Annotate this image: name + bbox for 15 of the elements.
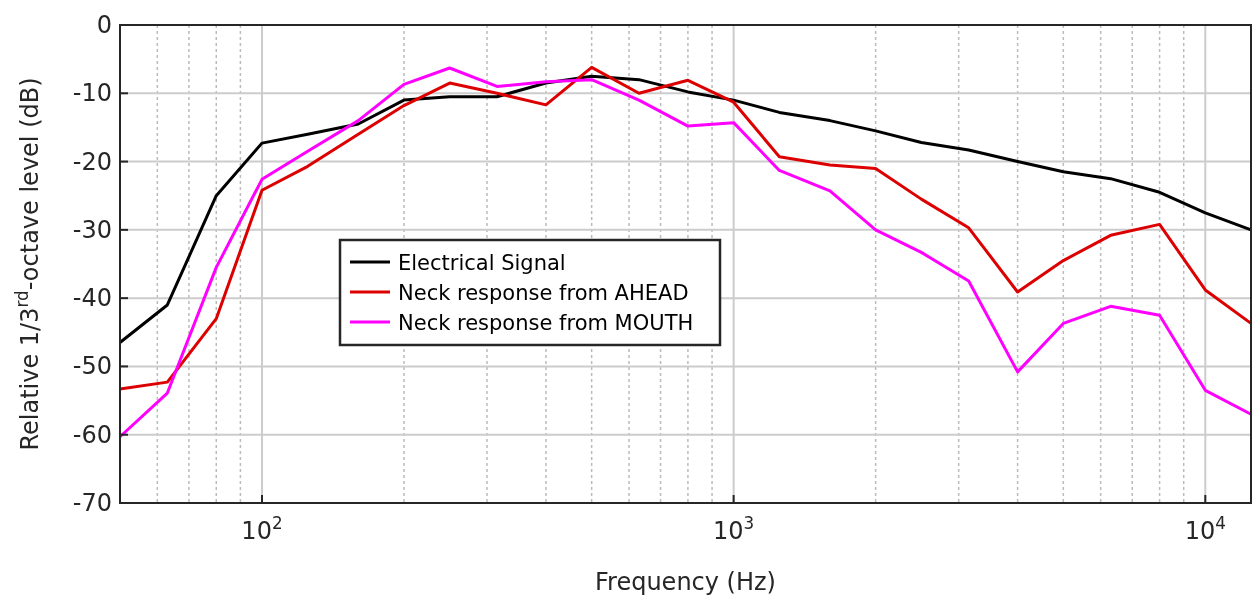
- x-tick-label: 10$^{4}$: [1184, 513, 1226, 545]
- y-tick-label: -30: [72, 215, 112, 244]
- x-tick-label: 10$^{2}$: [241, 513, 283, 545]
- legend-label: Neck response from AHEAD: [398, 281, 689, 305]
- y-tick-label: -60: [72, 420, 112, 449]
- y-tick-label: -20: [72, 147, 112, 176]
- legend-label: Electrical Signal: [398, 251, 566, 275]
- y-tick-label: -10: [72, 79, 112, 108]
- y-tick-label: -70: [72, 489, 112, 517]
- y-tick-label: -50: [72, 352, 112, 381]
- y-tick-label: 0: [96, 11, 112, 39]
- legend-label: Neck response from MOUTH: [398, 311, 694, 335]
- y-tick-label: -40: [72, 284, 112, 313]
- x-tick-label: 10$^{3}$: [713, 513, 755, 545]
- x-axis-title: Frequency (Hz): [595, 568, 776, 596]
